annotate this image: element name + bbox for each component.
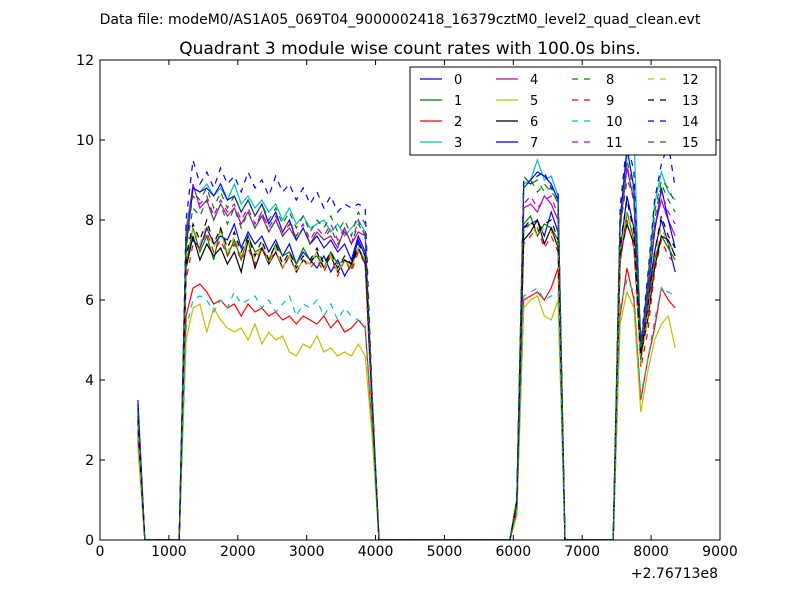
y-tick-label: 6 bbox=[85, 293, 94, 309]
legend-label-15: 15 bbox=[682, 136, 699, 151]
x-tick-label: 9000 bbox=[702, 544, 738, 560]
x-tick-label: 0 bbox=[96, 544, 105, 560]
x-tick-label: 2000 bbox=[220, 544, 256, 560]
legend-label-9: 9 bbox=[606, 94, 614, 109]
legend-label-7: 7 bbox=[530, 136, 538, 151]
legend-box bbox=[409, 66, 717, 156]
y-tick-label: 4 bbox=[85, 373, 94, 389]
chart-title: Quadrant 3 module wise count rates with … bbox=[179, 39, 640, 59]
legend-label-0: 0 bbox=[454, 73, 462, 88]
legend-label-14: 14 bbox=[682, 115, 699, 130]
legend-label-6: 6 bbox=[530, 115, 538, 130]
legend-label-3: 3 bbox=[454, 136, 462, 151]
legend-label-13: 13 bbox=[682, 94, 699, 109]
x-tick-label: 3000 bbox=[289, 544, 325, 560]
y-tick-label: 8 bbox=[85, 213, 94, 229]
series-line-14 bbox=[137, 139, 676, 540]
x-tick-label: 6000 bbox=[496, 544, 532, 560]
y-tick-label: 10 bbox=[76, 133, 94, 149]
series-line-6 bbox=[137, 218, 676, 540]
series-line-11 bbox=[137, 163, 676, 540]
axes: 0 1000 2000 3000 4000 5000 6000 7000 8000 9000 0 2 4… bbox=[76, 53, 738, 560]
x-tick-label: 8000 bbox=[633, 544, 669, 560]
legend-label-1: 1 bbox=[454, 94, 462, 109]
legend-label-2: 2 bbox=[454, 115, 462, 130]
series-line-3 bbox=[137, 131, 676, 540]
legend-label-10: 10 bbox=[606, 115, 623, 130]
legend-label-5: 5 bbox=[530, 94, 538, 109]
x-offset-label: +2.76713e8 bbox=[631, 566, 718, 582]
x-tick-label: 7000 bbox=[564, 544, 600, 560]
data-file-label: Data file: modeM0/AS1A05_069T04_90000024… bbox=[100, 12, 701, 28]
series-line-12 bbox=[137, 211, 676, 540]
x-tick-label: 4000 bbox=[358, 544, 394, 560]
x-tick-label: 1000 bbox=[151, 544, 187, 560]
plot-area bbox=[137, 131, 676, 540]
x-tick-label: 5000 bbox=[427, 544, 463, 560]
series-line-8 bbox=[137, 174, 676, 540]
y-tick-label: 2 bbox=[85, 453, 94, 469]
series-line-4 bbox=[137, 167, 676, 540]
series-line-2 bbox=[137, 267, 676, 540]
legend-label-12: 12 bbox=[682, 73, 699, 88]
legend-label-8: 8 bbox=[606, 73, 614, 88]
legend-label-4: 4 bbox=[530, 73, 538, 88]
series-line-1 bbox=[137, 211, 676, 540]
y-tick-label: 12 bbox=[76, 53, 94, 69]
series-line-10 bbox=[137, 278, 676, 540]
legend-label-11: 11 bbox=[606, 136, 623, 151]
series-line-0 bbox=[137, 195, 676, 540]
series-line-9 bbox=[137, 219, 676, 540]
series-line-15 bbox=[137, 159, 676, 540]
series-line-7 bbox=[137, 147, 676, 540]
series-line-5 bbox=[137, 290, 676, 540]
y-tick-label: 0 bbox=[85, 533, 94, 549]
